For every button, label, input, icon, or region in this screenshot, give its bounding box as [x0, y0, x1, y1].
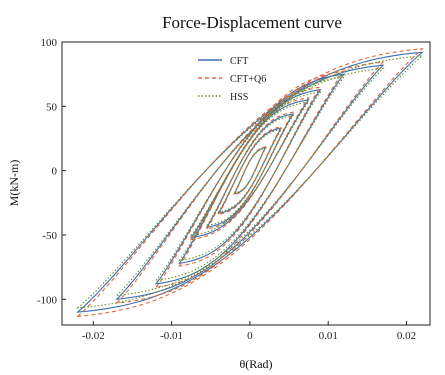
legend-label: HSS [230, 92, 248, 103]
x-axis-ticks: -0.02 -0.01 0 0.01 0.02 [82, 321, 416, 342]
hysteresis-loop [233, 146, 267, 195]
hysteresis-loop [233, 147, 267, 194]
hysteresis-loop [115, 67, 385, 297]
hysteresis-loop [154, 76, 346, 282]
y-tick-label: 50 [46, 101, 58, 113]
hysteresis-loop [76, 55, 424, 309]
hysteresis-loop [217, 128, 283, 213]
y-tick-label: 100 [41, 37, 58, 49]
hysteresis-curves [76, 47, 424, 318]
hysteresis-loop [154, 73, 346, 285]
series-cft [76, 51, 424, 313]
plot-frame [61, 41, 431, 326]
hysteresis-loop [190, 97, 310, 241]
y-tick-label: -100 [37, 294, 58, 306]
y-axis-label: M(kN-m) [7, 160, 21, 207]
hysteresis-loop [217, 127, 283, 214]
hysteresis-loop [233, 146, 267, 196]
x-tick-label: 0 [247, 330, 253, 342]
legend-label: CFT+Q6 [230, 74, 266, 85]
y-axis-ticks: -100 -50 0 50 100 [37, 37, 66, 306]
hysteresis-loop [178, 91, 322, 262]
x-tick-label: -0.02 [82, 330, 105, 342]
y-tick-label: -50 [42, 230, 57, 242]
legend-label: CFT [230, 56, 248, 67]
x-tick-label: 0.02 [397, 330, 416, 342]
series-cft-q6 [76, 47, 424, 318]
hysteresis-loop [115, 61, 385, 304]
x-tick-label: 0.01 [319, 330, 338, 342]
series-hss [76, 55, 424, 309]
chart-title: Force-Displacement curve [162, 13, 342, 32]
hysteresis-loop [115, 64, 385, 301]
x-axis-label: θ(Rad) [239, 357, 272, 371]
chart-legend: CFT CFT+Q6 HSS [198, 56, 266, 103]
hysteresis-loop [217, 126, 283, 216]
hysteresis-loop [190, 99, 310, 239]
x-tick-label: -0.01 [160, 330, 183, 342]
hysteresis-loop [76, 47, 424, 318]
y-tick-label: 0 [52, 166, 58, 178]
hysteresis-loop [154, 70, 346, 288]
hysteresis-loop [189, 101, 310, 237]
hysteresis-loop [76, 51, 424, 313]
hysteresis-loop [205, 114, 295, 227]
